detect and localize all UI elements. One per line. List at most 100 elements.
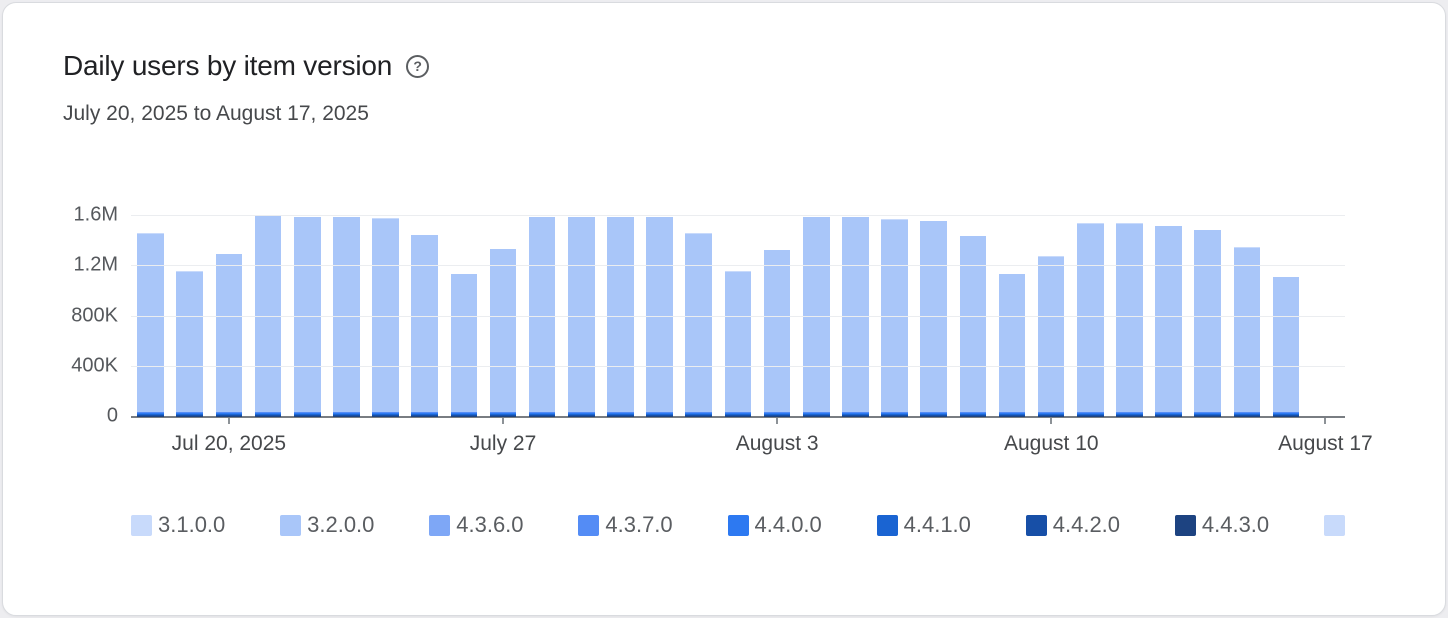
bar-slot bbox=[562, 215, 601, 416]
bar[interactable] bbox=[1077, 223, 1104, 416]
bar-segment-3.2.0.0 bbox=[1077, 223, 1104, 412]
bar-segment-4.4.0.0 bbox=[802, 412, 830, 414]
bar[interactable] bbox=[1233, 247, 1261, 416]
bar-segment-3.1.0.0 bbox=[411, 234, 438, 236]
bar-segment-4.4.1.0 bbox=[724, 413, 752, 416]
bar-segment-4.4.1.0 bbox=[176, 413, 204, 416]
bar[interactable] bbox=[724, 271, 752, 416]
bar[interactable] bbox=[842, 216, 869, 416]
bar[interactable] bbox=[567, 216, 595, 416]
bar-segment-3.1.0.0 bbox=[215, 253, 243, 255]
bar-segment-4.4.1.0 bbox=[607, 413, 634, 416]
bar[interactable] bbox=[372, 218, 399, 416]
bar[interactable] bbox=[450, 273, 478, 416]
legend-item: 4.4.0.0 bbox=[727, 512, 822, 538]
bar-segment-4.3.7.0 bbox=[372, 412, 399, 413]
bar[interactable] bbox=[1037, 256, 1065, 416]
bar-slot bbox=[405, 215, 444, 416]
y-axis-label: 1.2M bbox=[73, 253, 118, 276]
bar-slot bbox=[601, 215, 640, 416]
bar-segment-4.4.0.0 bbox=[567, 412, 595, 414]
bar[interactable] bbox=[646, 216, 673, 416]
bar-segment-4.3.7.0 bbox=[646, 412, 673, 413]
bar-segment-4.3.7.0 bbox=[1233, 412, 1261, 413]
bar-slot bbox=[1227, 215, 1266, 416]
bar[interactable] bbox=[176, 271, 204, 416]
bar[interactable] bbox=[489, 248, 517, 416]
bar-segment-4.3.7.0 bbox=[215, 412, 243, 413]
bar[interactable] bbox=[920, 220, 948, 416]
bar[interactable] bbox=[528, 216, 556, 416]
bar[interactable] bbox=[215, 253, 243, 416]
bar-slot bbox=[366, 215, 405, 416]
bar-segment-3.1.0.0 bbox=[724, 271, 752, 272]
x-axis-tick bbox=[502, 418, 505, 424]
bar-segment-3.2.0.0 bbox=[646, 217, 673, 412]
bar-segment-4.4.0.0 bbox=[450, 412, 478, 414]
bar-segment-4.4.0.0 bbox=[607, 412, 634, 414]
bar[interactable] bbox=[254, 215, 282, 416]
bar-segment-3.1.0.0 bbox=[1233, 247, 1261, 248]
bar[interactable] bbox=[411, 234, 438, 416]
bar-slot bbox=[327, 215, 366, 416]
bar-slot bbox=[209, 215, 248, 416]
bar-segment-4.4.0.0 bbox=[333, 412, 360, 414]
bar-segment-4.4.0.0 bbox=[1077, 412, 1104, 414]
legend-swatch bbox=[1025, 514, 1047, 536]
bar-segment-4.4.0.0 bbox=[215, 412, 243, 414]
legend-item: 4.4.3.0 bbox=[1174, 512, 1269, 538]
bar[interactable] bbox=[1194, 229, 1222, 416]
gridline bbox=[131, 315, 1345, 317]
bar-segment-4.3.7.0 bbox=[1077, 412, 1104, 413]
help-icon[interactable]: ? bbox=[406, 54, 430, 78]
bar-segment-3.2.0.0 bbox=[685, 233, 713, 412]
bar-segment-4.4.0.0 bbox=[724, 412, 752, 414]
bar[interactable] bbox=[959, 235, 987, 416]
bar-segment-4.4.0.0 bbox=[1233, 412, 1261, 414]
bar[interactable] bbox=[881, 219, 908, 416]
bar[interactable] bbox=[293, 216, 321, 416]
bar[interactable] bbox=[137, 233, 164, 416]
y-axis-label: 800K bbox=[71, 304, 118, 326]
bar-segment-4.4.0.0 bbox=[528, 412, 556, 414]
bar-segment-4.4.1.0 bbox=[646, 413, 673, 416]
bar-segment-4.4.0.0 bbox=[998, 412, 1026, 414]
y-axis-label: 1.6M bbox=[73, 203, 118, 226]
bar-segment-4.4.0.0 bbox=[137, 412, 164, 414]
bar[interactable] bbox=[763, 249, 791, 416]
bar-segment-4.4.0.0 bbox=[1194, 412, 1222, 414]
bar[interactable] bbox=[1155, 225, 1182, 416]
bar-segment-4.4.1.0 bbox=[763, 413, 791, 416]
legend-item: 4.4.1.0 bbox=[876, 512, 971, 538]
y-axis-label: 400K bbox=[71, 354, 118, 377]
bar-segment-3.2.0.0 bbox=[842, 217, 869, 412]
bar-segment-4.4.1.0 bbox=[998, 413, 1026, 416]
bar[interactable] bbox=[998, 273, 1026, 416]
x-axis-label: Jul 20, 2025 bbox=[171, 432, 287, 455]
bar[interactable] bbox=[607, 216, 634, 416]
bar[interactable] bbox=[333, 216, 360, 416]
bar-segment-3.1.0.0 bbox=[920, 220, 948, 222]
bar-segment-4.4.0.0 bbox=[411, 412, 438, 414]
bar-slot bbox=[836, 215, 875, 416]
bar[interactable] bbox=[802, 216, 830, 416]
bar-segment-4.4.0.0 bbox=[372, 412, 399, 414]
bar-segment-3.1.0.0 bbox=[959, 235, 987, 237]
page-title: Daily users by item version bbox=[63, 50, 393, 81]
legend-item: 3.2.0.0 bbox=[280, 512, 374, 538]
bar-segment-4.4.1.0 bbox=[1233, 413, 1261, 416]
x-axis-tick bbox=[776, 418, 779, 424]
bar[interactable] bbox=[1116, 223, 1143, 416]
bar[interactable] bbox=[685, 233, 713, 416]
bar-slot bbox=[483, 215, 522, 416]
bar-segment-4.4.1.0 bbox=[842, 413, 869, 416]
bar[interactable] bbox=[1272, 276, 1300, 416]
bar-segment-4.4.1.0 bbox=[959, 413, 987, 416]
bar-segment-4.4.0.0 bbox=[176, 412, 204, 414]
bar-slot bbox=[679, 215, 718, 416]
bar-segment-3.2.0.0 bbox=[411, 235, 438, 412]
bar-segment-3.1.0.0 bbox=[842, 216, 869, 218]
bar-segment-4.4.1.0 bbox=[685, 413, 713, 416]
bar-slot bbox=[1267, 215, 1306, 416]
bar-segment-3.2.0.0 bbox=[528, 217, 556, 412]
